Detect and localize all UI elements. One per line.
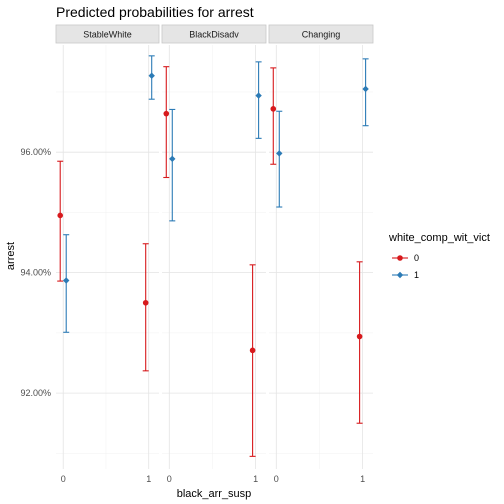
- x-tick-label: 0: [167, 474, 172, 484]
- x-tick-label: 1: [253, 474, 258, 484]
- legend-label: 0: [414, 253, 419, 263]
- data-point-series-0: [57, 212, 64, 219]
- x-tick-label: 1: [360, 474, 365, 484]
- data-point-series-0: [163, 110, 170, 117]
- legend-title: white_comp_wit_vict: [388, 232, 490, 244]
- legend-key-marker: [397, 255, 403, 261]
- y-tick-label: 94.00%: [20, 268, 51, 278]
- data-point-series-1: [63, 277, 70, 284]
- facet-strip: [268, 24, 374, 44]
- y-tick-label: 92.00%: [20, 388, 51, 398]
- facet-strip-label: Changing: [302, 30, 341, 40]
- y-axis-title: arrest: [5, 242, 17, 270]
- data-point-series-0: [249, 347, 256, 354]
- legend-label: 1: [414, 270, 419, 280]
- legend-items: 01: [392, 253, 419, 280]
- legend: white_comp_wit_vict 01: [388, 232, 490, 280]
- plot-area: 92.00% 94.00% 96.00% StableWhite 0 1 BlackDisa…: [20, 24, 374, 484]
- data-point-series-0: [270, 106, 277, 112]
- facet-strip: [55, 24, 160, 44]
- x-axis-title: black_arr_susp: [177, 488, 252, 500]
- data-point-series-0: [356, 333, 363, 340]
- data-point-series-0: [142, 299, 149, 306]
- legend-key-marker: [396, 271, 404, 279]
- facet-strip-label: StableWhite: [83, 30, 132, 40]
- x-tick-label: 0: [61, 474, 66, 484]
- facet-strip-label: BlackDisadv: [189, 30, 239, 40]
- data-point-series-1: [169, 155, 176, 163]
- y-tick-label: 96.00%: [20, 147, 51, 157]
- chart-title: Predicted probabilities for arrest: [56, 4, 254, 20]
- data-point-series-1: [255, 92, 262, 99]
- facet-strip: [161, 24, 267, 44]
- data-point-series-1: [148, 72, 155, 79]
- x-tick-label: 1: [146, 474, 151, 484]
- data-point-series-1: [276, 150, 283, 157]
- x-tick-label: 0: [274, 474, 279, 484]
- data-point-series-1: [362, 85, 369, 93]
